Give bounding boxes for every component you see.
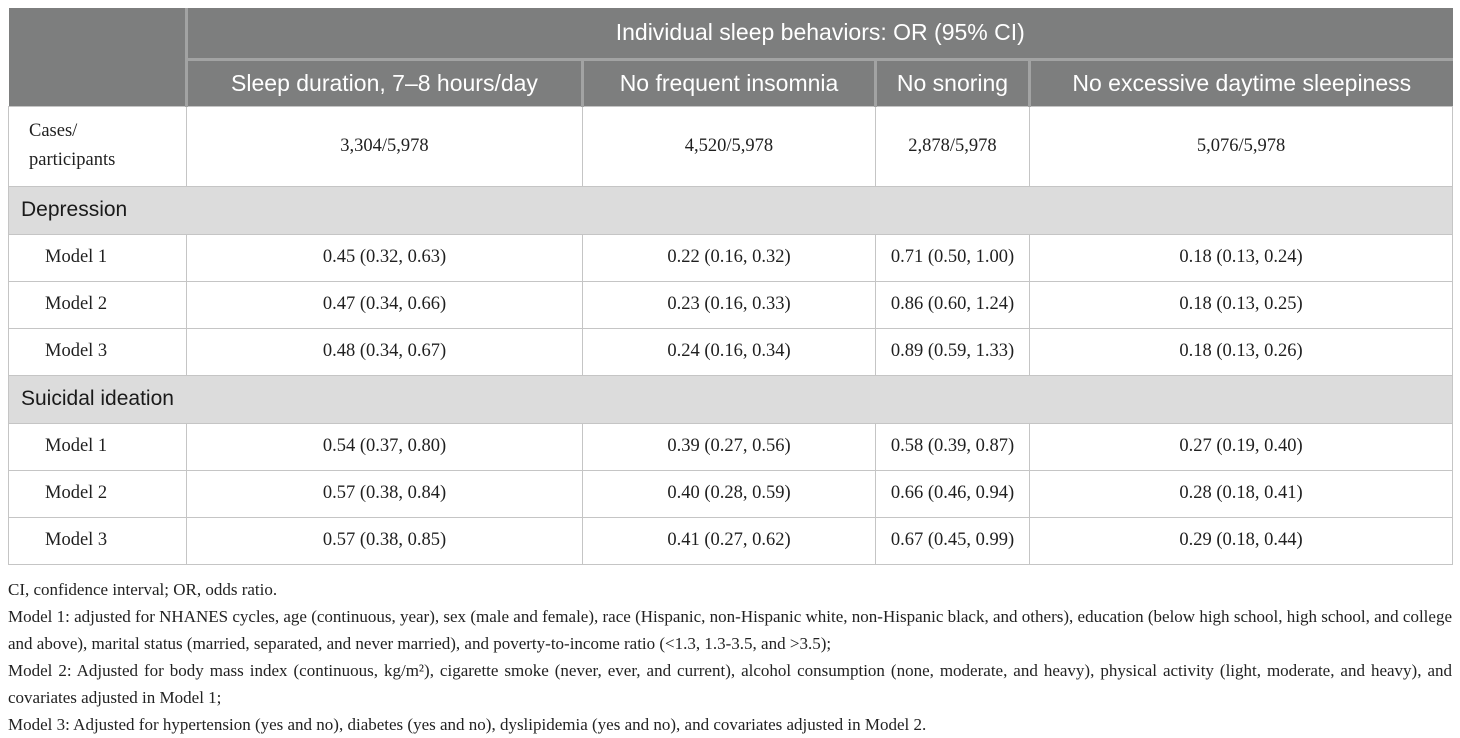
or-value: 0.18 (0.13, 0.26) bbox=[1028, 327, 1454, 376]
row-label-depression-model-3: Model 3 bbox=[8, 327, 187, 376]
or-value: 0.29 (0.18, 0.44) bbox=[1028, 516, 1454, 565]
table-body: Cases/ participants 3,304/5,978 4,520/5,… bbox=[7, 105, 1454, 565]
row-label-suicidal-model-2: Model 2 bbox=[8, 469, 187, 518]
or-value: 0.24 (0.16, 0.34) bbox=[582, 327, 876, 376]
footnote-model-1: Model 1: adjusted for NHANES cycles, age… bbox=[8, 606, 1452, 653]
or-value: 0.47 (0.34, 0.66) bbox=[186, 280, 583, 329]
row-label-depression-model-2: Model 2 bbox=[8, 280, 187, 329]
or-value: 0.45 (0.32, 0.63) bbox=[186, 233, 583, 282]
footnote-abbreviations: CI, confidence interval; OR, odds ratio. bbox=[8, 579, 278, 599]
footnote-model-3: Model 3: Adjusted for hypertension (yes … bbox=[8, 715, 927, 735]
or-value: 0.40 (0.28, 0.59) bbox=[582, 469, 876, 518]
table-row: Model 3 0.48 (0.34, 0.67) 0.24 (0.16, 0.… bbox=[8, 327, 1454, 376]
or-value: 0.86 (0.60, 1.24) bbox=[875, 280, 1030, 329]
or-value: 0.66 (0.46, 0.94) bbox=[875, 469, 1030, 518]
table-row: Model 1 0.45 (0.32, 0.63) 0.22 (0.16, 0.… bbox=[8, 233, 1454, 282]
footnote-model-2: Model 2: Adjusted for body mass index (c… bbox=[8, 661, 1452, 708]
or-value: 0.58 (0.39, 0.87) bbox=[875, 422, 1030, 471]
col-header-no-frequent-insomnia: No frequent insomnia bbox=[581, 59, 876, 106]
or-value: 0.18 (0.13, 0.24) bbox=[1028, 233, 1454, 282]
span-header: Individual sleep behaviors: OR (95% CI) bbox=[184, 8, 1453, 61]
col-header-sleep-duration: Sleep duration, 7–8 hours/day bbox=[185, 59, 583, 106]
footnotes: CI, confidence interval; OR, odds ratio.… bbox=[8, 576, 1452, 738]
sleep-behaviors-or-table: Individual sleep behaviors: OR (95% CI) … bbox=[7, 8, 1454, 565]
cases-value-no-frequent-insomnia: 4,520/5,978 bbox=[582, 105, 876, 187]
cases-value-no-excessive-daytime-sleepiness: 5,076/5,978 bbox=[1028, 105, 1454, 187]
section-band-suicidal-ideation: Suicidal ideation bbox=[7, 374, 1454, 424]
or-value: 0.23 (0.16, 0.33) bbox=[582, 280, 876, 329]
or-value: 0.22 (0.16, 0.32) bbox=[582, 233, 876, 282]
cases-value-no-snoring: 2,878/5,978 bbox=[875, 105, 1030, 187]
or-value: 0.67 (0.45, 0.99) bbox=[875, 516, 1030, 565]
table-row: Model 2 0.57 (0.38, 0.84) 0.40 (0.28, 0.… bbox=[8, 469, 1454, 518]
row-label-cases-participants: Cases/ participants bbox=[8, 105, 187, 187]
or-value: 0.57 (0.38, 0.84) bbox=[186, 469, 583, 518]
corner-cell bbox=[8, 8, 187, 106]
or-value: 0.27 (0.19, 0.40) bbox=[1028, 422, 1454, 471]
or-value: 0.71 (0.50, 1.00) bbox=[875, 233, 1030, 282]
or-value: 0.39 (0.27, 0.56) bbox=[582, 422, 876, 471]
col-header-no-snoring: No snoring bbox=[874, 59, 1030, 106]
column-header-row: Sleep duration, 7–8 hours/day No frequen… bbox=[9, 59, 1453, 106]
cases-participants-row: Cases/ participants 3,304/5,978 4,520/5,… bbox=[8, 105, 1454, 187]
section-band-depression: Depression bbox=[7, 185, 1454, 235]
or-value: 0.18 (0.13, 0.25) bbox=[1028, 280, 1454, 329]
or-value: 0.89 (0.59, 1.33) bbox=[875, 327, 1030, 376]
or-value: 0.28 (0.18, 0.41) bbox=[1028, 469, 1454, 518]
row-label-suicidal-model-1: Model 1 bbox=[8, 422, 187, 471]
section-title-depression: Depression bbox=[7, 185, 1454, 235]
table-header: Individual sleep behaviors: OR (95% CI) … bbox=[8, 8, 1453, 106]
row-label-depression-model-1: Model 1 bbox=[8, 233, 187, 282]
span-header-row: Individual sleep behaviors: OR (95% CI) bbox=[8, 8, 1453, 106]
cases-value-sleep-duration: 3,304/5,978 bbox=[186, 105, 583, 187]
or-value: 0.54 (0.37, 0.80) bbox=[186, 422, 583, 471]
section-title-suicidal-ideation: Suicidal ideation bbox=[7, 374, 1454, 424]
col-header-no-excessive-daytime-sleepiness: No excessive daytime sleepiness bbox=[1027, 59, 1453, 106]
or-value: 0.57 (0.38, 0.85) bbox=[186, 516, 583, 565]
table-row: Model 1 0.54 (0.37, 0.80) 0.39 (0.27, 0.… bbox=[8, 422, 1454, 471]
or-value: 0.41 (0.27, 0.62) bbox=[582, 516, 876, 565]
or-value: 0.48 (0.34, 0.67) bbox=[186, 327, 583, 376]
table-row: Model 2 0.47 (0.34, 0.66) 0.23 (0.16, 0.… bbox=[8, 280, 1454, 329]
row-label-suicidal-model-3: Model 3 bbox=[8, 516, 187, 565]
table-row: Model 3 0.57 (0.38, 0.85) 0.41 (0.27, 0.… bbox=[8, 516, 1454, 565]
